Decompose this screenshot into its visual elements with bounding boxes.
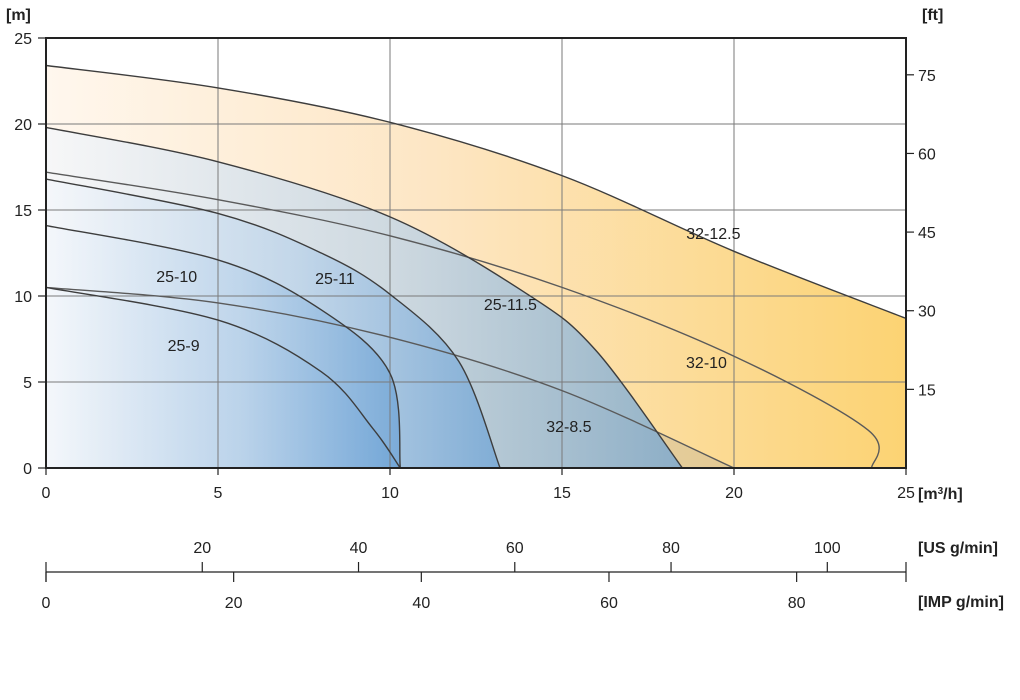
curve-fill-25-9 bbox=[46, 287, 401, 468]
y-tick-label: 20 bbox=[14, 117, 32, 134]
plot-frame bbox=[45, 37, 907, 469]
imp-gpm-tick-label: 20 bbox=[225, 595, 243, 612]
ft-tick-label: 15 bbox=[918, 382, 936, 399]
x-tick-label: 5 bbox=[214, 485, 223, 502]
ft-tick-label: 60 bbox=[918, 146, 936, 163]
us-gpm-tick-label: 40 bbox=[350, 540, 368, 557]
curve-label-32-12.5: 32-12.5 bbox=[686, 226, 740, 243]
x-unit-label: [m3/h] bbox=[918, 486, 963, 504]
ft-tick-label: 75 bbox=[918, 68, 936, 85]
y-tick-label: 0 bbox=[23, 461, 32, 478]
curve-label-32-10: 32-10 bbox=[686, 355, 727, 372]
y-tick-label: 10 bbox=[14, 289, 32, 306]
us-gpm-tick-label: 80 bbox=[662, 540, 680, 557]
curve-label-25-11: 25-11 bbox=[315, 271, 355, 288]
imp-gpm-unit-label: [IMP g/min] bbox=[918, 594, 1004, 611]
curve-label-25-9: 25-9 bbox=[168, 338, 200, 355]
ft-tick-label: 30 bbox=[918, 304, 936, 321]
ft-tick-label: 45 bbox=[918, 225, 936, 242]
y-tick-label: 25 bbox=[14, 31, 32, 48]
curve-label-25-10: 25-10 bbox=[156, 269, 197, 286]
imp-gpm-tick-label: 0 bbox=[42, 595, 51, 612]
curve-fills bbox=[46, 65, 906, 468]
imp-gpm-tick-label: 40 bbox=[412, 595, 430, 612]
imp-gpm-tick-label: 80 bbox=[788, 595, 806, 612]
y-right-unit-label: [ft] bbox=[922, 7, 943, 24]
y-tick-label: 15 bbox=[14, 203, 32, 220]
y-left-unit-label: [m] bbox=[6, 7, 31, 24]
curve-label-25-11.5: 25-11.5 bbox=[484, 297, 537, 314]
curve-25-11 bbox=[46, 178, 501, 468]
us-gpm-tick-label: 100 bbox=[814, 540, 841, 557]
x-tick-label: 25 bbox=[897, 485, 915, 502]
x-tick-label: 10 bbox=[381, 485, 399, 502]
curve-labels: 32-12.5 32-10 32-8.5 25-11.5 25-11 25-10 25-9 bbox=[156, 226, 740, 436]
y-tick-label: 5 bbox=[23, 375, 32, 392]
curve-label-32-8.5: 32-8.5 bbox=[546, 419, 591, 436]
curve-25-10 bbox=[46, 224, 401, 468]
curve-25-9 bbox=[46, 286, 401, 468]
us-gpm-tick-label: 60 bbox=[506, 540, 524, 557]
x-tick-label: 15 bbox=[553, 485, 571, 502]
pump-curves bbox=[46, 64, 906, 468]
curve-32-12.5 bbox=[46, 64, 906, 320]
x-tick-label: 20 bbox=[725, 485, 743, 502]
us-gpm-tick-label: 20 bbox=[193, 540, 211, 557]
axis-ticks bbox=[38, 37, 914, 582]
curve-25-11.5 bbox=[46, 126, 683, 468]
gridlines bbox=[46, 38, 906, 468]
x-tick-label: 0 bbox=[42, 485, 51, 502]
curve-32-8.5 bbox=[46, 286, 735, 468]
us-gpm-unit-label: [US g/min] bbox=[918, 540, 998, 557]
tick-labels: 0 5 10 15 20 25 0 5 10 15 20 25 15 30 45 60 75 20 40 60 80 10… bbox=[14, 31, 936, 612]
curve-32-10 bbox=[46, 171, 880, 468]
imp-gpm-tick-label: 60 bbox=[600, 595, 618, 612]
